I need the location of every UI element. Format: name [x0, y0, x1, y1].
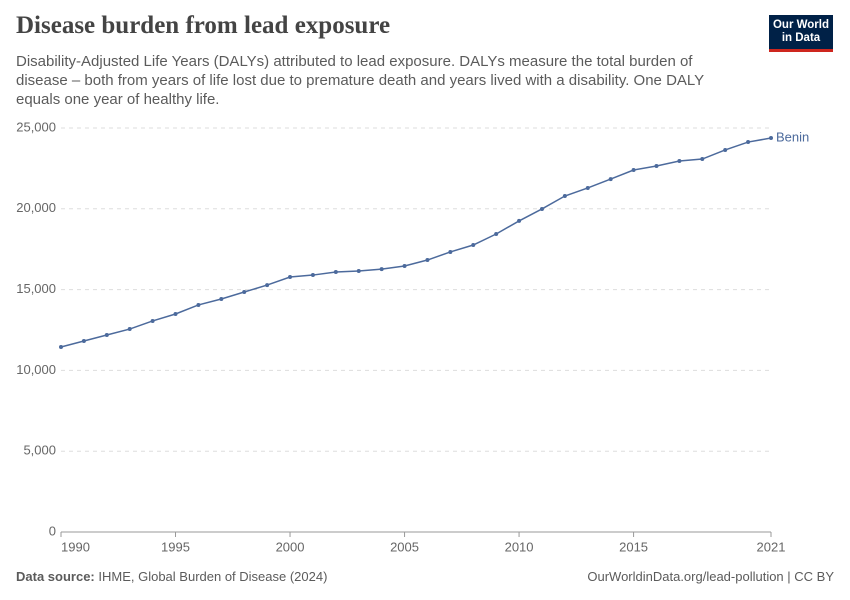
data-point [746, 140, 751, 145]
data-point [585, 185, 590, 190]
data-point [723, 147, 728, 152]
data-point [265, 283, 270, 288]
data-point [150, 318, 155, 323]
data-point [677, 158, 682, 163]
source-note: Data source: IHME, Global Burden of Dise… [16, 569, 327, 584]
data-point [59, 344, 63, 349]
x-tick-label: 2021 [757, 539, 786, 554]
x-tick-label: 2015 [619, 539, 648, 554]
data-point [471, 242, 476, 247]
chart-title: Disease burden from lead exposure [16, 12, 391, 39]
logo-line: in Data [781, 32, 821, 44]
data-point [494, 232, 499, 237]
y-tick-label: 15,000 [16, 281, 56, 296]
y-tick-label: 10,000 [16, 362, 56, 377]
data-point [539, 206, 544, 211]
data-point [402, 264, 407, 269]
y-tick-label: 25,000 [16, 119, 56, 134]
x-tick-label: 2005 [390, 539, 419, 554]
y-tick-label: 20,000 [16, 200, 56, 215]
data-point [517, 218, 522, 223]
series-label: Benin [776, 129, 809, 144]
data-point [310, 273, 315, 278]
series-line [60, 137, 772, 348]
data-point [448, 249, 453, 254]
data-point [81, 338, 86, 343]
x-tick-label: 2010 [505, 539, 534, 554]
logo[interactable]: Our World in Data [769, 15, 833, 52]
data-point [242, 290, 247, 295]
y-tick-label: 0 [49, 523, 56, 538]
source: IHME, Global Burden of Disease (2024) [98, 569, 328, 584]
data-point [608, 177, 613, 182]
data-point [104, 333, 109, 338]
data-point [356, 269, 361, 274]
data-point [769, 136, 773, 141]
y-tick-label: 5,000 [23, 443, 56, 458]
x-tick-label: 1995 [161, 539, 190, 554]
source-label: Data source: [16, 569, 95, 584]
chart-subtitle: Disability-Adjusted Life Years (DALYs) a… [16, 53, 704, 108]
data-point [219, 296, 224, 301]
data-point [425, 258, 430, 263]
x-tick-label: 2000 [276, 539, 305, 554]
data-point [173, 312, 178, 317]
data-point [700, 157, 705, 162]
logo-line: Our World [772, 19, 829, 31]
data-point [654, 163, 659, 168]
data-point [288, 274, 293, 279]
data-point [127, 327, 132, 332]
data-point [196, 302, 201, 307]
data-point [333, 269, 338, 274]
x-tick-label: 1990 [61, 539, 90, 554]
credit[interactable]: OurWorldinData.org/lead-pollution | CC B… [587, 569, 834, 584]
data-point [562, 194, 567, 199]
data-point [631, 168, 636, 173]
data-point [379, 267, 384, 272]
